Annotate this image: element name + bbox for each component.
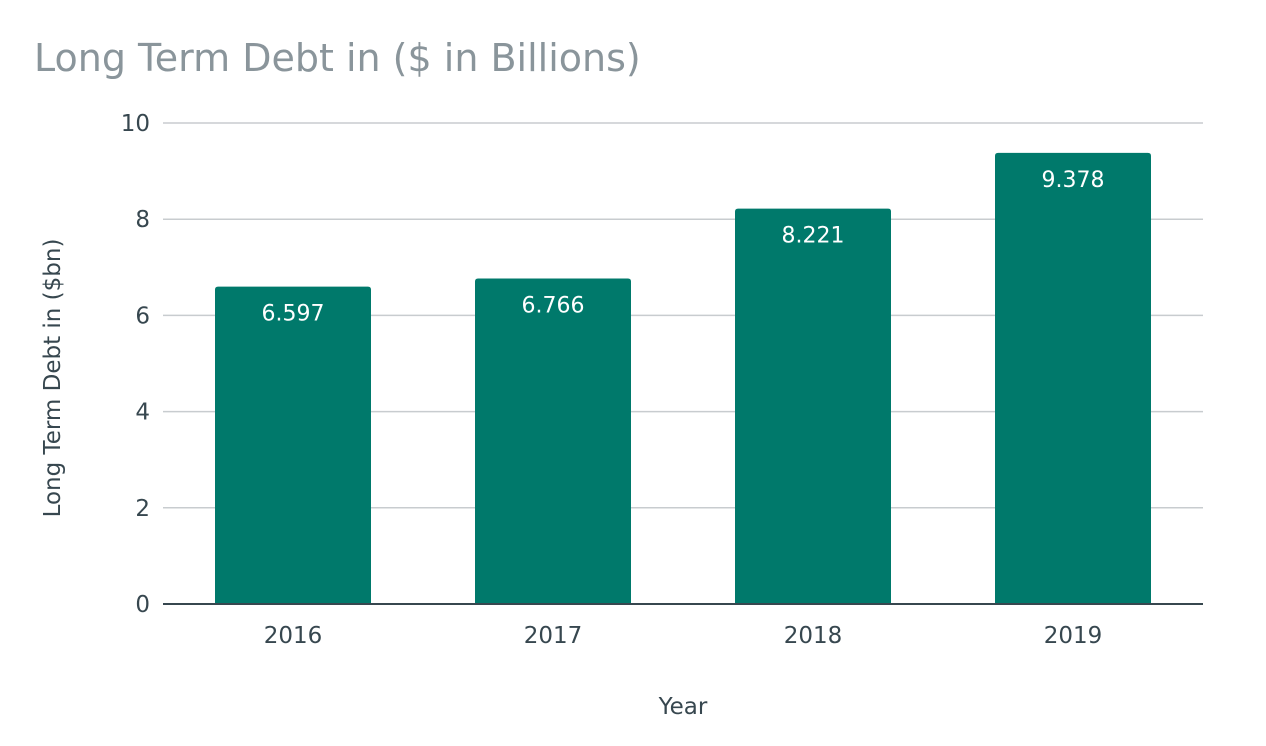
y-tick-label: 2 [135, 496, 150, 522]
bar-2016 [215, 286, 371, 604]
data-label: 8.221 [782, 224, 845, 249]
data-label: 6.766 [522, 294, 585, 319]
y-tick-label: 8 [135, 207, 150, 233]
bar-2018 [735, 208, 891, 605]
y-axis-ticks: 0 2 4 6 8 10 [121, 111, 150, 618]
x-tick-label: 2017 [524, 623, 583, 649]
x-tick-label: 2018 [784, 623, 843, 649]
bar-2019 [995, 152, 1151, 604]
x-axis-ticks: 2016 2017 2018 2019 [264, 623, 1103, 649]
y-tick-label: 6 [135, 303, 150, 329]
data-label: 9.378 [1042, 168, 1105, 193]
x-tick-label: 2019 [1044, 623, 1103, 649]
y-tick-label: 10 [121, 111, 150, 137]
bars: 6.597 6.766 8.221 9.378 [215, 152, 1151, 605]
chart-title: Long Term Debt in ($ in Billions) [34, 36, 641, 80]
x-tick-label: 2016 [264, 623, 323, 649]
bar-2017 [475, 278, 631, 604]
y-tick-label: 0 [135, 592, 150, 618]
y-axis-label: Long Term Debt in ($bn) [40, 239, 66, 518]
data-label: 6.597 [262, 302, 325, 327]
y-tick-label: 4 [135, 400, 150, 426]
x-axis-label: Year [658, 694, 708, 720]
